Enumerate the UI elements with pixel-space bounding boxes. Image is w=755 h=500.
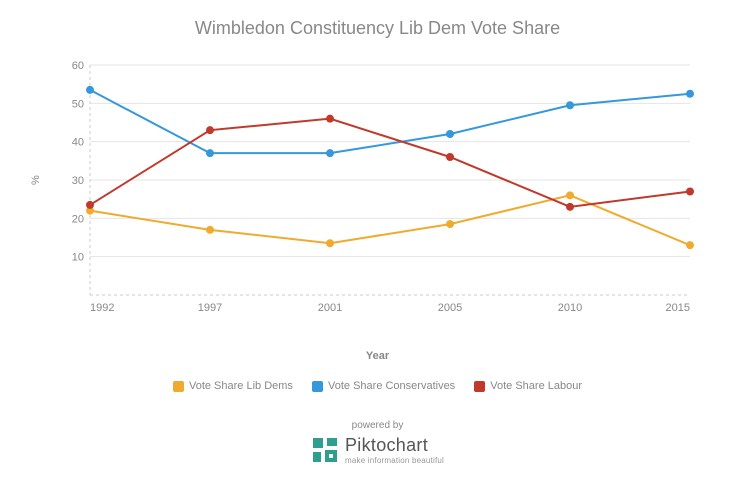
svg-text:60: 60: [72, 60, 84, 72]
chart-title: Wimbledon Constituency Lib Dem Vote Shar…: [0, 0, 755, 39]
svg-text:50: 50: [72, 98, 84, 110]
legend-swatch: [474, 381, 485, 392]
legend-item-conservative: Vote Share Conservatives: [312, 380, 455, 392]
x-axis-label: Year: [0, 350, 755, 362]
svg-text:2005: 2005: [438, 302, 462, 314]
svg-text:10: 10: [72, 252, 84, 264]
svg-text:30: 30: [72, 175, 84, 187]
brand-tagline: make information beautiful: [345, 456, 444, 465]
svg-text:1997: 1997: [198, 302, 222, 314]
legend-swatch: [312, 381, 323, 392]
svg-text:1992: 1992: [90, 302, 114, 314]
chart-area: 10 20 30 40 50 60 1992 1997 2001 2005 2010 2015: [60, 60, 700, 320]
line-chart: 10 20 30 40 50 60 1992 1997 2001 2005 2010 2015: [60, 60, 700, 350]
svg-text:2010: 2010: [558, 302, 582, 314]
brand-name: Piktochart: [345, 435, 444, 456]
legend-swatch: [173, 381, 184, 392]
footer: powered by Piktochart make information b…: [0, 420, 755, 469]
legend-label: Vote Share Conservatives: [328, 380, 455, 392]
legend-label: Vote Share Lib Dems: [189, 380, 293, 392]
svg-text:2015: 2015: [666, 302, 690, 314]
piktochart-logo-icon: [311, 436, 339, 464]
legend: Vote Share Lib Dems Vote Share Conservat…: [0, 380, 755, 395]
brand-block: Piktochart make information beautiful: [311, 435, 444, 465]
svg-text:2001: 2001: [318, 302, 342, 314]
svg-text:40: 40: [72, 137, 84, 149]
legend-item-libdem: Vote Share Lib Dems: [173, 380, 293, 392]
powered-by-text: powered by: [0, 420, 755, 431]
legend-item-labour: Vote Share Labour: [474, 380, 582, 392]
y-axis-label: %: [30, 175, 42, 185]
svg-text:20: 20: [72, 213, 84, 225]
legend-label: Vote Share Labour: [490, 380, 582, 392]
